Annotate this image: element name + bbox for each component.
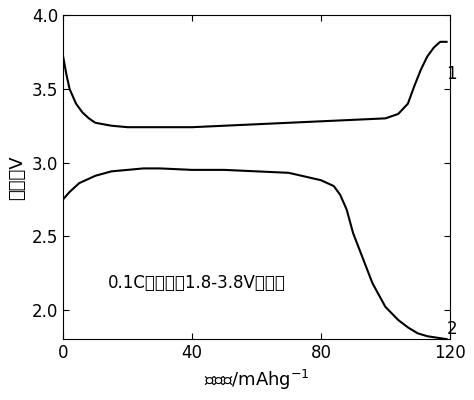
- Text: 1: 1: [447, 65, 457, 83]
- Text: 0.1C充放电，1.8-3.8V，室温: 0.1C充放电，1.8-3.8V，室温: [108, 274, 286, 292]
- Y-axis label: 电压／V: 电压／V: [9, 155, 27, 200]
- X-axis label: 比容量/mAhg$^{-1}$: 比容量/mAhg$^{-1}$: [203, 368, 310, 392]
- Text: 2: 2: [447, 320, 457, 338]
